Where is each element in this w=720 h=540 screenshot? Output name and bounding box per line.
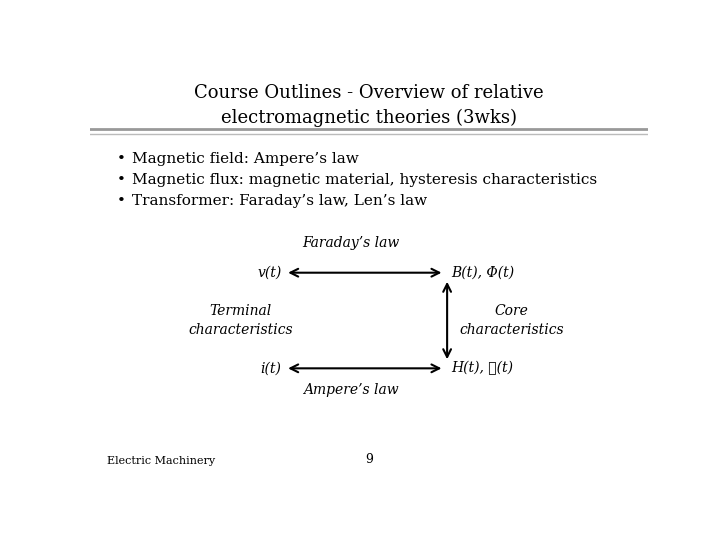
Text: H(t), ℱ(t): H(t), ℱ(t)	[451, 361, 513, 375]
Text: i(t): i(t)	[261, 361, 282, 375]
Text: Ampere’s law: Ampere’s law	[303, 383, 399, 397]
Text: •: •	[116, 173, 125, 187]
Text: Core
characteristics: Core characteristics	[459, 305, 564, 337]
Text: Magnetic field: Ampere’s law: Magnetic field: Ampere’s law	[132, 152, 359, 166]
Text: Magnetic flux: magnetic material, hysteresis characteristics: Magnetic flux: magnetic material, hyster…	[132, 173, 597, 187]
Text: Transformer: Faraday’s law, Len’s law: Transformer: Faraday’s law, Len’s law	[132, 194, 427, 208]
Text: B(t), Φ(t): B(t), Φ(t)	[451, 266, 515, 280]
Text: Terminal
characteristics: Terminal characteristics	[189, 305, 293, 337]
Text: Electric Machinery: Electric Machinery	[107, 456, 215, 466]
Text: v(t): v(t)	[257, 266, 282, 280]
Text: electromagnetic theories (3wks): electromagnetic theories (3wks)	[221, 109, 517, 127]
Text: •: •	[116, 194, 125, 208]
Text: 9: 9	[365, 453, 373, 466]
Text: •: •	[116, 152, 125, 166]
Text: Faraday’s law: Faraday’s law	[302, 236, 400, 250]
Text: Course Outlines - Overview of relative: Course Outlines - Overview of relative	[194, 84, 544, 102]
